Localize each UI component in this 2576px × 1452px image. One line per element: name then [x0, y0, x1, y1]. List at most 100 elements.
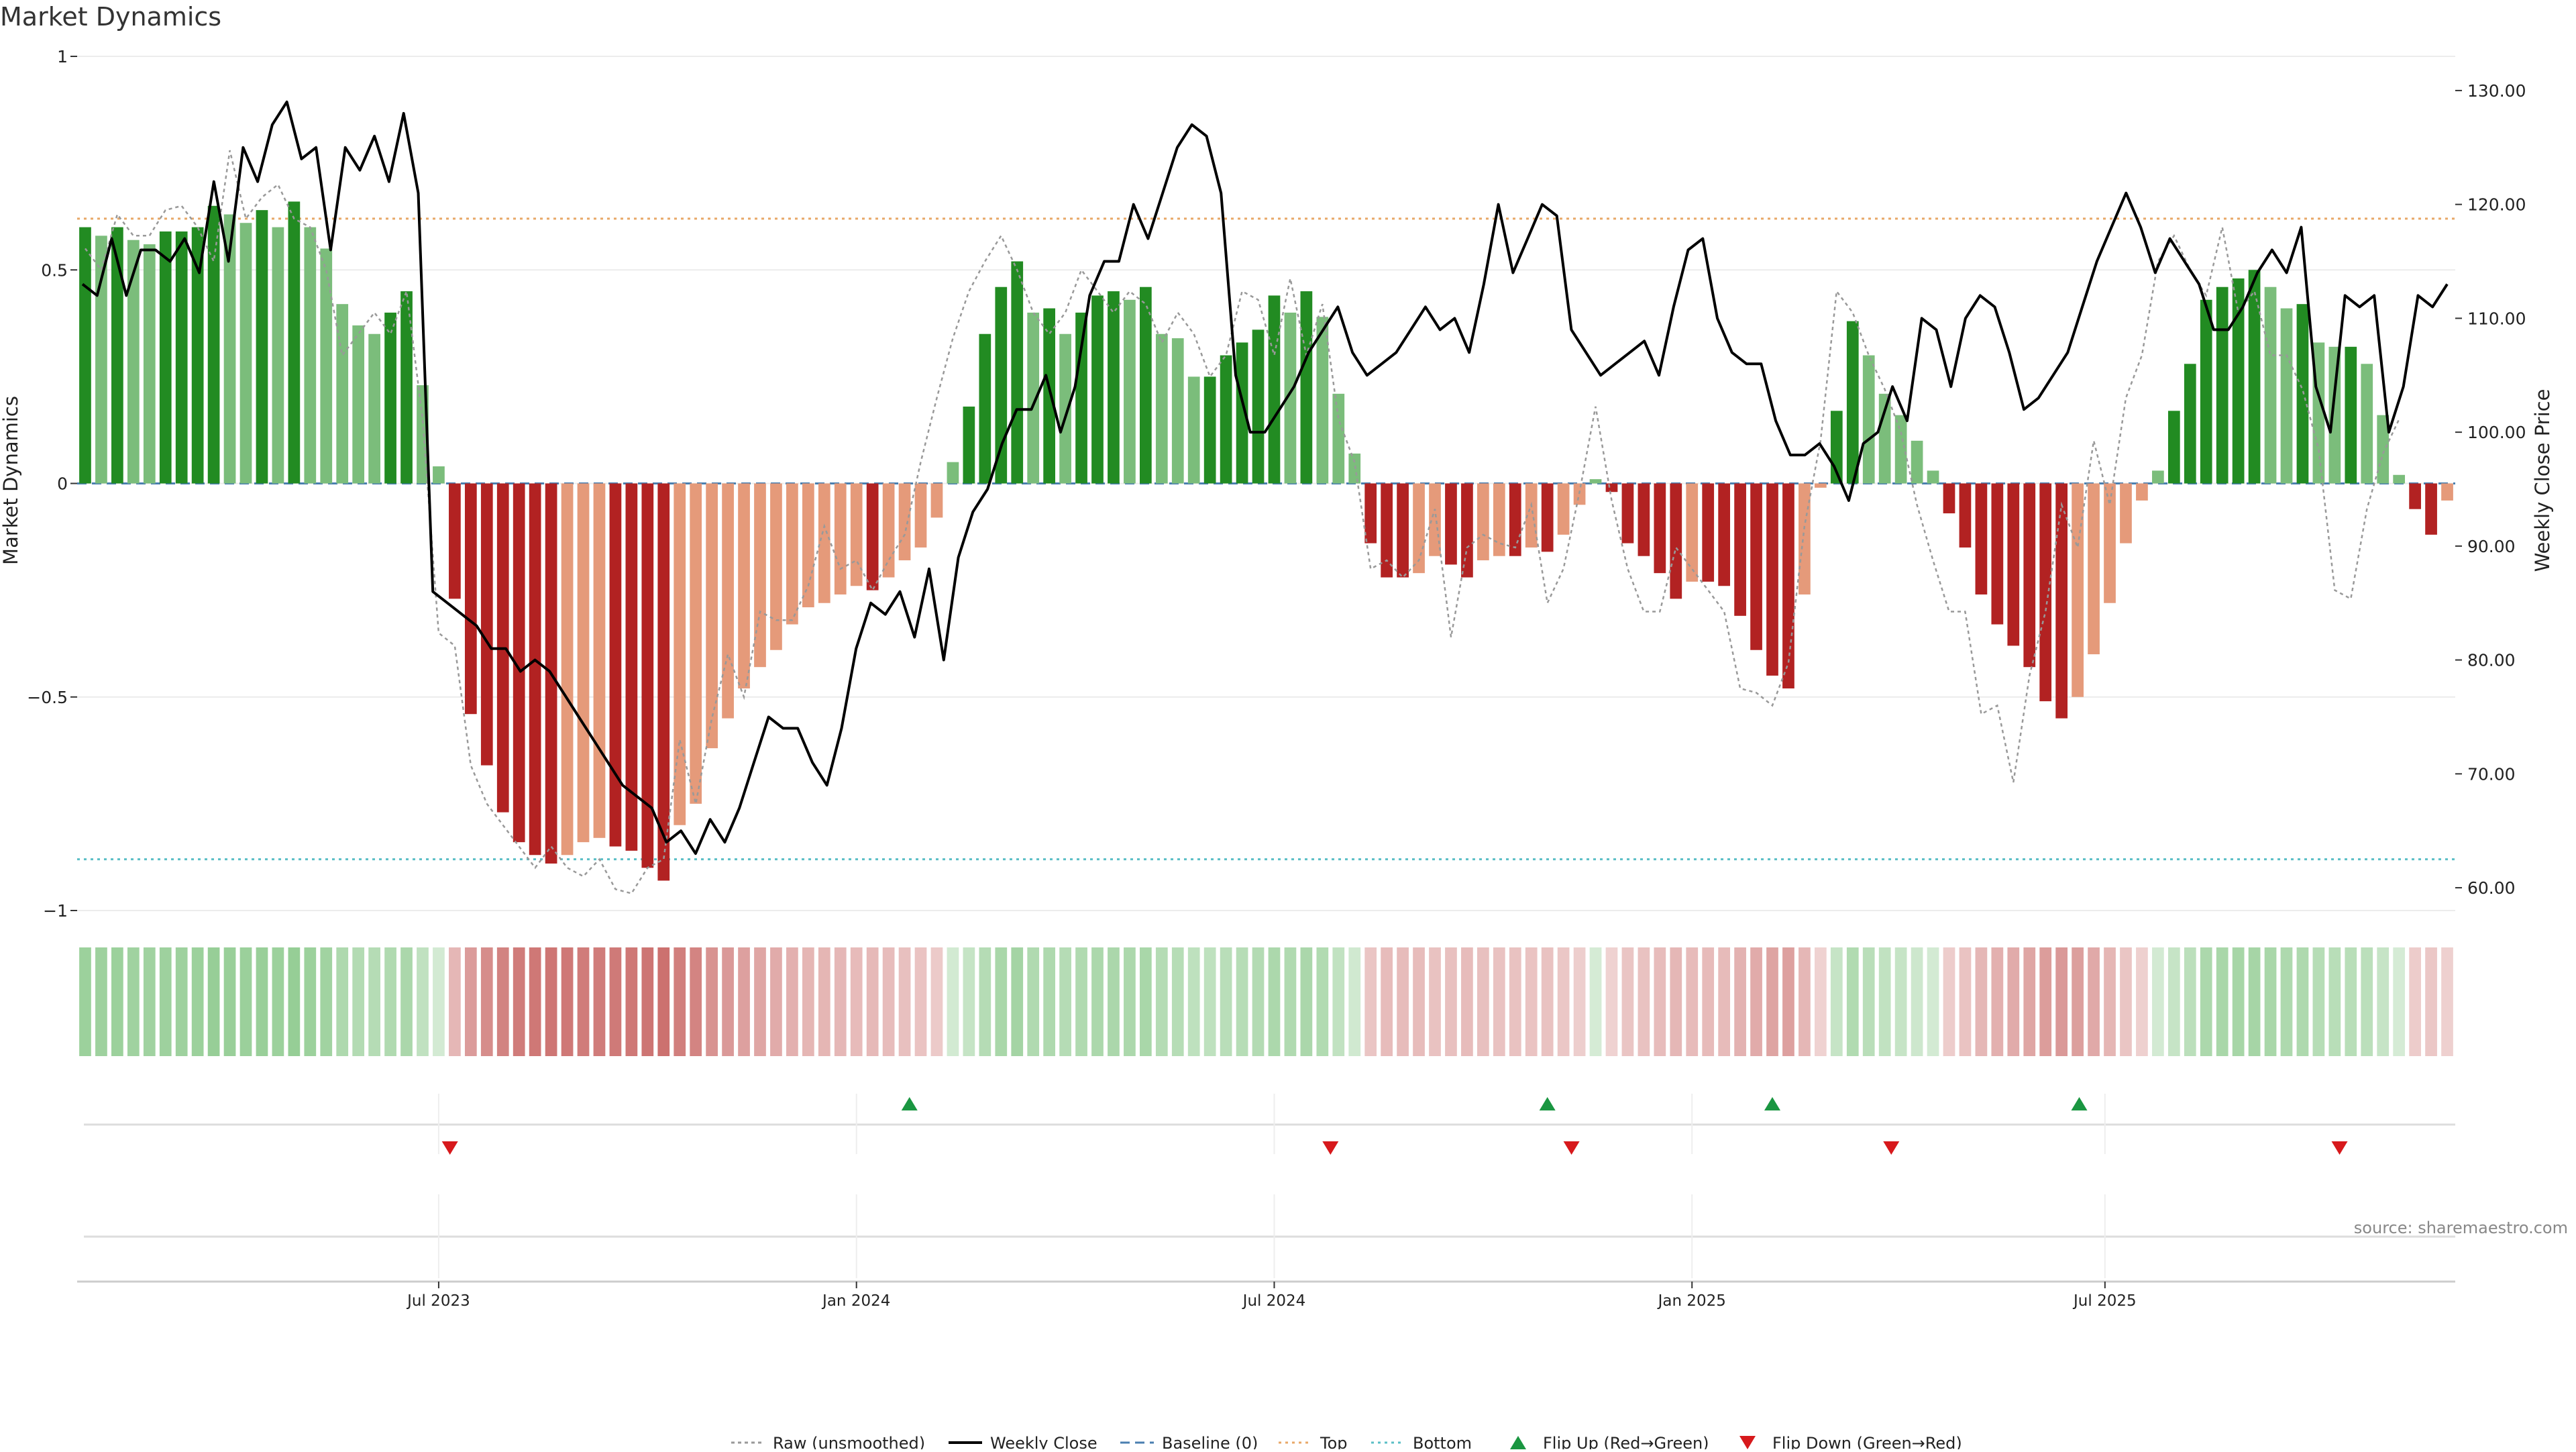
bar: [223, 214, 236, 484]
legend-item: Flip Down (Green→Red): [1739, 1434, 1962, 1452]
bar: [1252, 329, 1265, 484]
legend-label: Top: [1320, 1434, 1348, 1449]
bar: [1782, 483, 1794, 689]
strip-cell: [1621, 947, 1634, 1056]
strip-cell: [1091, 947, 1104, 1056]
strip-cell: [384, 947, 396, 1056]
raw-series: [84, 150, 2400, 894]
strip-cell: [722, 947, 734, 1056]
strip-cell: [1364, 947, 1377, 1056]
flip-up-marker: [2071, 1097, 2088, 1110]
strip-cell: [1493, 947, 1505, 1056]
bar: [657, 483, 670, 881]
strip-cell: [1846, 947, 1859, 1056]
flip-panel: [77, 1094, 2455, 1283]
strip-cell: [2296, 947, 2309, 1056]
strip-cell: [417, 947, 429, 1056]
bar: [1075, 312, 1087, 484]
strip-cell: [1509, 947, 1521, 1056]
strip-cell: [2120, 947, 2132, 1056]
strip-cell: [1124, 947, 1136, 1056]
strip-cell: [1461, 947, 1473, 1056]
bar: [2055, 483, 2068, 719]
strip-cell: [272, 947, 284, 1056]
bars: [79, 201, 2453, 881]
bar: [641, 483, 654, 868]
x-tick-label: Jul 2024: [1242, 1292, 1306, 1310]
bar: [2007, 483, 2020, 646]
bar: [529, 483, 541, 855]
strip-cell: [433, 947, 445, 1056]
flip-down-marker: [441, 1141, 458, 1155]
bar: [625, 483, 638, 851]
bar: [464, 483, 477, 715]
bar: [2200, 299, 2212, 484]
strip-cell: [1943, 947, 1955, 1056]
legend-item: Flip Up (Red→Green): [1510, 1434, 1709, 1452]
bar: [1894, 415, 1907, 484]
bar: [1686, 483, 1699, 582]
strip-cell: [930, 947, 943, 1056]
flip-down-marker: [1883, 1141, 1900, 1155]
strip-cell: [1043, 947, 1056, 1056]
strip-cell: [2264, 947, 2277, 1056]
bar: [1461, 483, 1473, 578]
strip-cell: [2361, 947, 2373, 1056]
bar: [1316, 317, 1329, 484]
strip-cell: [674, 947, 686, 1056]
bar: [1445, 483, 1457, 565]
bar: [995, 287, 1008, 484]
strip-cell: [159, 947, 172, 1056]
strip-cell: [1268, 947, 1281, 1056]
strip-cell: [561, 947, 574, 1056]
strip-cell: [1059, 947, 1071, 1056]
bar: [352, 325, 365, 484]
bar: [850, 483, 863, 586]
strip-cell: [1638, 947, 1650, 1056]
strip-cell: [336, 947, 349, 1056]
bar: [2088, 483, 2100, 655]
strip-cell: [1670, 947, 1682, 1056]
bar: [1203, 376, 1216, 484]
bar: [1381, 483, 1393, 578]
strip-cell: [593, 947, 606, 1056]
strip-cell: [1927, 947, 1939, 1056]
bar: [1091, 295, 1104, 484]
strip-cell: [1300, 947, 1313, 1056]
bar: [1284, 312, 1297, 484]
strip-cell: [256, 947, 268, 1056]
strip-cell: [2248, 947, 2261, 1056]
y-tick-label: −0.5: [27, 688, 68, 707]
bar: [2232, 278, 2245, 484]
bar: [930, 483, 943, 518]
strip-cell: [368, 947, 380, 1056]
strip-cell: [545, 947, 557, 1056]
flip-up-marker: [1539, 1097, 1556, 1110]
strip-cell: [191, 947, 204, 1056]
bar: [1991, 483, 2004, 625]
bar: [2184, 364, 2196, 484]
y-tick-label-right: 70.00: [2467, 764, 2516, 784]
strip-cell: [1477, 947, 1489, 1056]
bar: [449, 483, 461, 599]
bar: [175, 231, 188, 484]
bar: [433, 466, 445, 484]
strip-cell: [127, 947, 140, 1056]
strip-cell: [1589, 947, 1602, 1056]
bar: [143, 244, 156, 484]
bar: [1364, 483, 1377, 543]
bar: [2425, 483, 2437, 535]
bar: [2393, 474, 2406, 484]
bar: [207, 205, 220, 484]
bar: [1750, 483, 1762, 650]
bar: [1477, 483, 1489, 561]
strip-cell: [995, 947, 1008, 1056]
bar: [2361, 364, 2373, 484]
strip-cell: [1075, 947, 1087, 1056]
bar: [2328, 346, 2341, 484]
strip-cell: [2232, 947, 2245, 1056]
bar: [336, 304, 349, 484]
bar: [914, 483, 927, 548]
bar: [1011, 261, 1024, 484]
bar: [786, 483, 798, 625]
